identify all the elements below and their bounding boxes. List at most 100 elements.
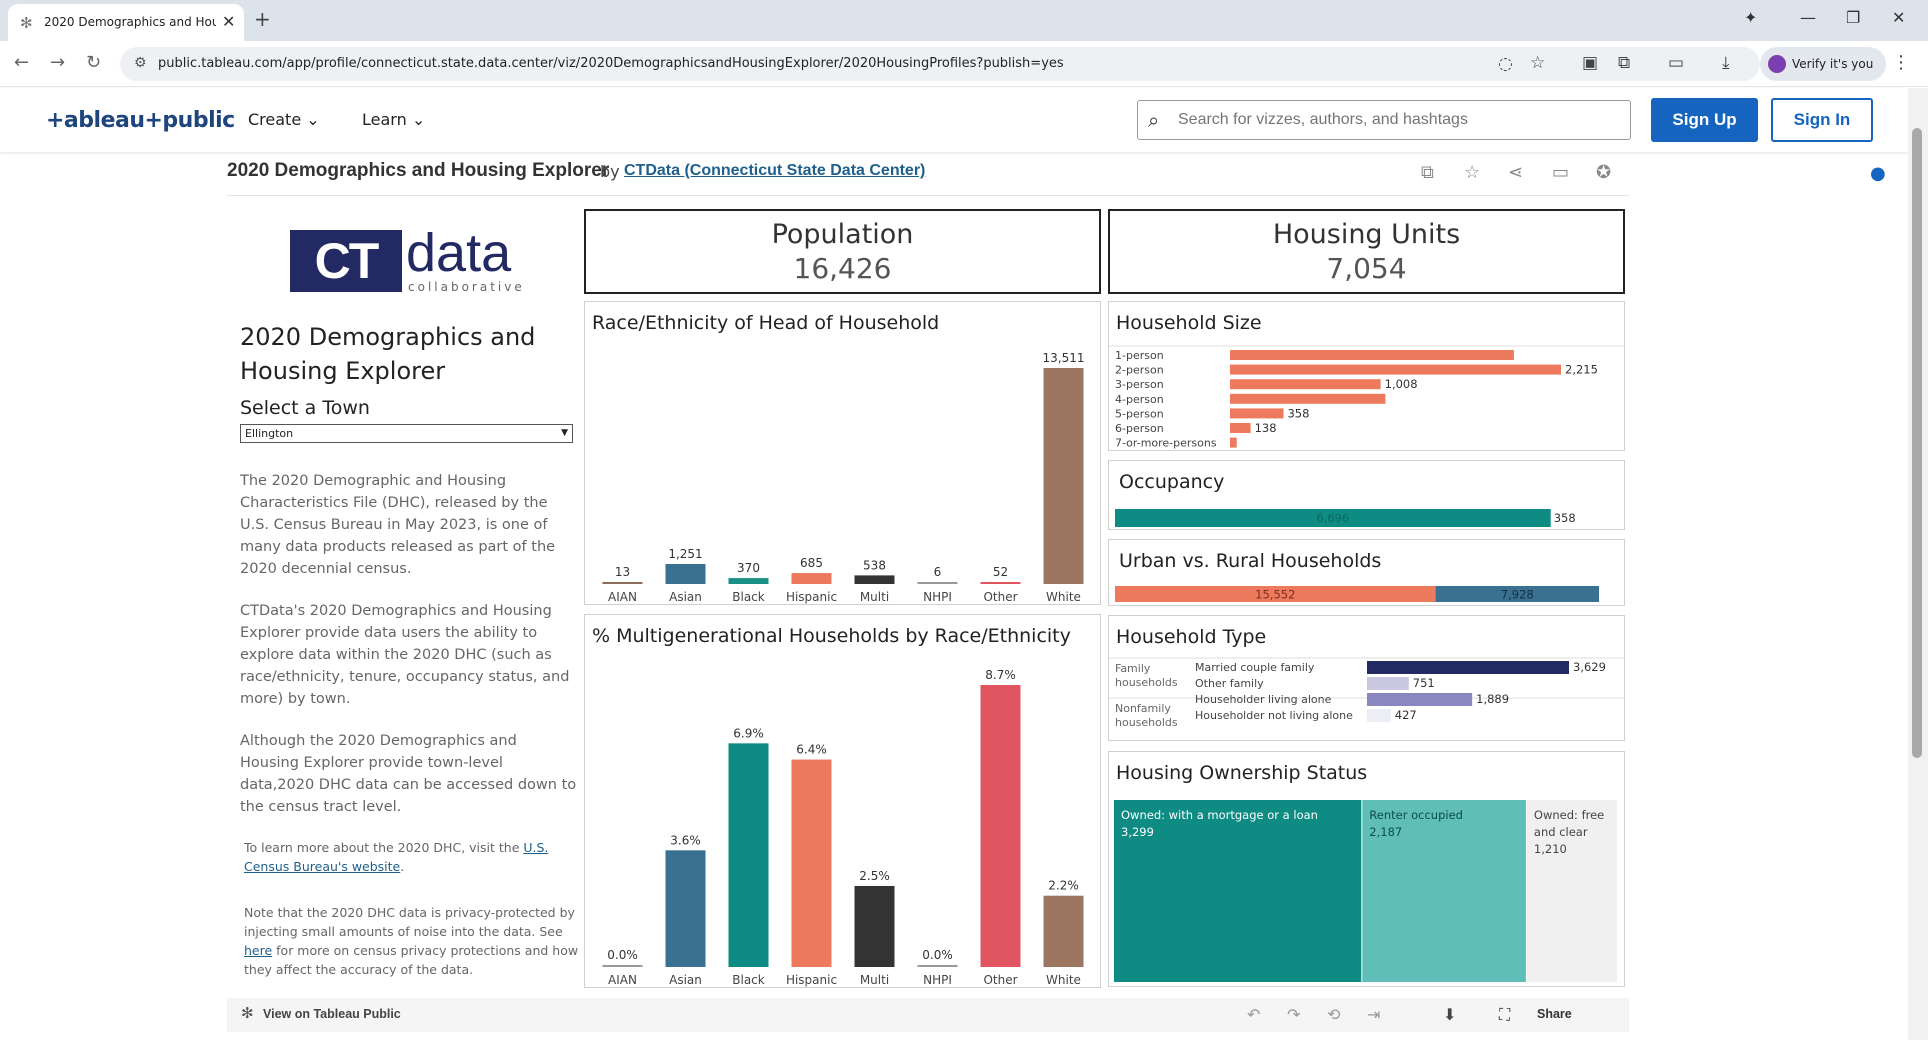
multigen-tick-label: Hispanic (786, 973, 837, 987)
viz-author-link[interactable]: CTData (Connecticut State Data Center) (624, 162, 926, 179)
redo-icon[interactable]: ↷ (1287, 1005, 1301, 1024)
viz-of-day-icon[interactable]: ✪ (1596, 162, 1612, 183)
multigen-data-label: 2.2% (1048, 879, 1079, 893)
household-size-card: Household Size 1-person 2-person 2,215 3-pe… (1108, 301, 1625, 451)
hhsize-category-label: 4-person (1115, 393, 1164, 406)
verify-profile-button[interactable]: Verify it's you (1760, 47, 1886, 81)
forward-icon[interactable]: → (50, 52, 66, 73)
gemini-icon[interactable]: ✦ (1744, 8, 1758, 27)
race-tick-label: White (1046, 590, 1081, 604)
multigen-data-label: 8.7% (985, 668, 1016, 682)
site-info-icon[interactable]: ⚙ (134, 55, 147, 71)
town-select-value: Ellington (245, 427, 294, 440)
comment-icon[interactable]: ▭ (1552, 162, 1570, 183)
url-text: public.tableau.com/app/profile/connectic… (158, 56, 1064, 71)
viz-by-label: by (600, 162, 620, 181)
hhsize-category-label: 3-person (1115, 378, 1164, 391)
household-type-card: Household Type Family households Nonfamily… (1108, 615, 1625, 741)
undo-icon[interactable]: ↶ (1247, 1005, 1261, 1024)
eye-off-icon[interactable]: ◌ (1498, 54, 1513, 74)
race-tick-label: AIAN (608, 590, 637, 604)
download-icon[interactable]: ⤓ (1722, 53, 1730, 73)
rural-label: 7,928 (1501, 588, 1534, 602)
occupancy-card: Occupancy 6,696 358 (1108, 460, 1625, 530)
share-button[interactable]: Share (1537, 1007, 1572, 1021)
close-window-icon[interactable]: ✕ (1892, 8, 1906, 27)
race-chart: 13 AIAN 1,251 Asian 370 Black 685 Hispanic 538 Mu… (602, 351, 1085, 604)
race-bar (791, 573, 832, 584)
race-data-label: 6 (934, 565, 942, 579)
extension-badge-icon[interactable]: ▣ (1582, 53, 1599, 73)
hhtype-data-label: 427 (1395, 708, 1417, 722)
copy-icon[interactable]: ⧉ (1421, 162, 1434, 183)
hhsize-category-label: 2-person (1115, 364, 1164, 377)
race-data-label: 52 (993, 565, 1008, 579)
favorite-star-icon[interactable]: ☆ (1464, 162, 1481, 183)
intro-paragraph-1: The 2020 Demographic and Housing Charact… (240, 473, 556, 577)
housing-units-card: Housing Units 7,054 (1108, 209, 1625, 294)
hhtype-group-label: Family (1115, 662, 1151, 675)
cast-icon[interactable]: ▭ (1668, 53, 1685, 73)
note2-post: for more on census privacy protections a… (244, 943, 579, 977)
extensions-icon[interactable]: ⧉ (1618, 53, 1631, 73)
ownership-tile-value: 1,210 (1534, 842, 1567, 856)
view-on-tableau-public-link[interactable]: View on Tableau Public (263, 1007, 401, 1021)
ownership-card: Housing Ownership Status Owned: with a m… (1108, 751, 1625, 987)
race-tick-label: NHPI (923, 590, 952, 604)
race-tick-label: Other (983, 590, 1017, 604)
multigen-chart: 0.0% AIAN 3.6% Asian 6.9% Black 6.4% Hispanic 2.… (602, 668, 1084, 987)
race-data-label: 538 (863, 558, 886, 572)
nav-learn[interactable]: Learn ⌄ (362, 110, 425, 129)
multigen-bar (1043, 895, 1084, 967)
search-input[interactable] (1178, 109, 1618, 131)
intro-paragraph-3: Although the 2020 Demographics and Housi… (240, 733, 577, 815)
tab-title: 2020 Demographics and Housi (44, 15, 216, 29)
restore-icon[interactable]: ❐ (1846, 8, 1861, 27)
multigen-tick-label: Other (983, 973, 1017, 987)
back-icon[interactable]: ← (14, 52, 30, 73)
share-icon[interactable]: ⋖ (1508, 162, 1524, 183)
hhtype-category-label: Householder not living alone (1195, 709, 1353, 722)
housing-units-label: Housing Units (1272, 219, 1461, 250)
url-field[interactable]: ⚙ public.tableau.com/app/profile/connect… (120, 47, 1760, 81)
revert-icon[interactable]: ⟲ (1327, 1005, 1341, 1024)
star-icon[interactable]: ☆ (1530, 53, 1546, 73)
browser-menu-icon[interactable]: ⋮ (1892, 52, 1910, 73)
urban-rural-title: Urban vs. Rural Households (1119, 550, 1382, 572)
ownership-tile (1526, 800, 1617, 982)
census-website-link[interactable]: U.S. Census Bureau's website (244, 840, 549, 874)
reload-icon[interactable]: ↻ (86, 52, 102, 73)
ownership-tile-label: and clear (1534, 825, 1588, 839)
note-dhc: To learn more about the 2020 DHC, visit … (244, 838, 579, 876)
privacy-here-link[interactable]: here (244, 943, 273, 958)
sign-in-button[interactable]: Sign In (1771, 98, 1873, 142)
occupancy-occupied-label: 6,696 (1316, 511, 1349, 525)
browser-tab[interactable]: ✻ 2020 Demographics and Housi ✕ (8, 4, 244, 41)
sign-up-button[interactable]: Sign Up (1651, 98, 1758, 142)
download-viz-icon[interactable]: ⬇ (1443, 1005, 1457, 1024)
pause-updates-icon[interactable]: ⇥ (1367, 1005, 1381, 1024)
verify-label: Verify it's you (1792, 57, 1874, 71)
hhsize-bar (1230, 437, 1237, 448)
multigen-data-label: 0.0% (922, 948, 953, 962)
page-scrollbar[interactable] (1908, 88, 1928, 1040)
minimize-icon[interactable]: — (1800, 8, 1816, 27)
nav-create[interactable]: Create ⌄ (248, 110, 320, 129)
lightbulb-icon[interactable]: ● (1870, 163, 1886, 184)
ownership-treemap: Owned: with a mortgage or a loan 3,299 Ren… (1114, 800, 1617, 982)
tableau-public-logo[interactable]: +ableau+public (46, 108, 235, 133)
fullscreen-icon[interactable]: ⛶ (1499, 1005, 1511, 1024)
household-type-title: Household Type (1116, 626, 1267, 648)
race-title: Race/Ethnicity of Head of Household (592, 312, 940, 334)
scrollbar-thumb[interactable] (1912, 128, 1922, 758)
town-select[interactable]: Ellington ▼ (240, 424, 573, 443)
hhsize-category-label: 1-person (1115, 349, 1164, 362)
hhtype-group-label: households (1115, 676, 1178, 689)
new-tab-icon[interactable]: + (254, 7, 271, 31)
close-tab-icon[interactable]: ✕ (222, 12, 236, 31)
ownership-tile-value: 3,299 (1121, 825, 1154, 839)
race-data-label: 370 (737, 561, 760, 575)
hhsize-bar (1230, 408, 1284, 419)
intro-paragraph-2: CTData's 2020 Demographics and Housing E… (240, 603, 570, 707)
multigen-bar (602, 965, 643, 967)
